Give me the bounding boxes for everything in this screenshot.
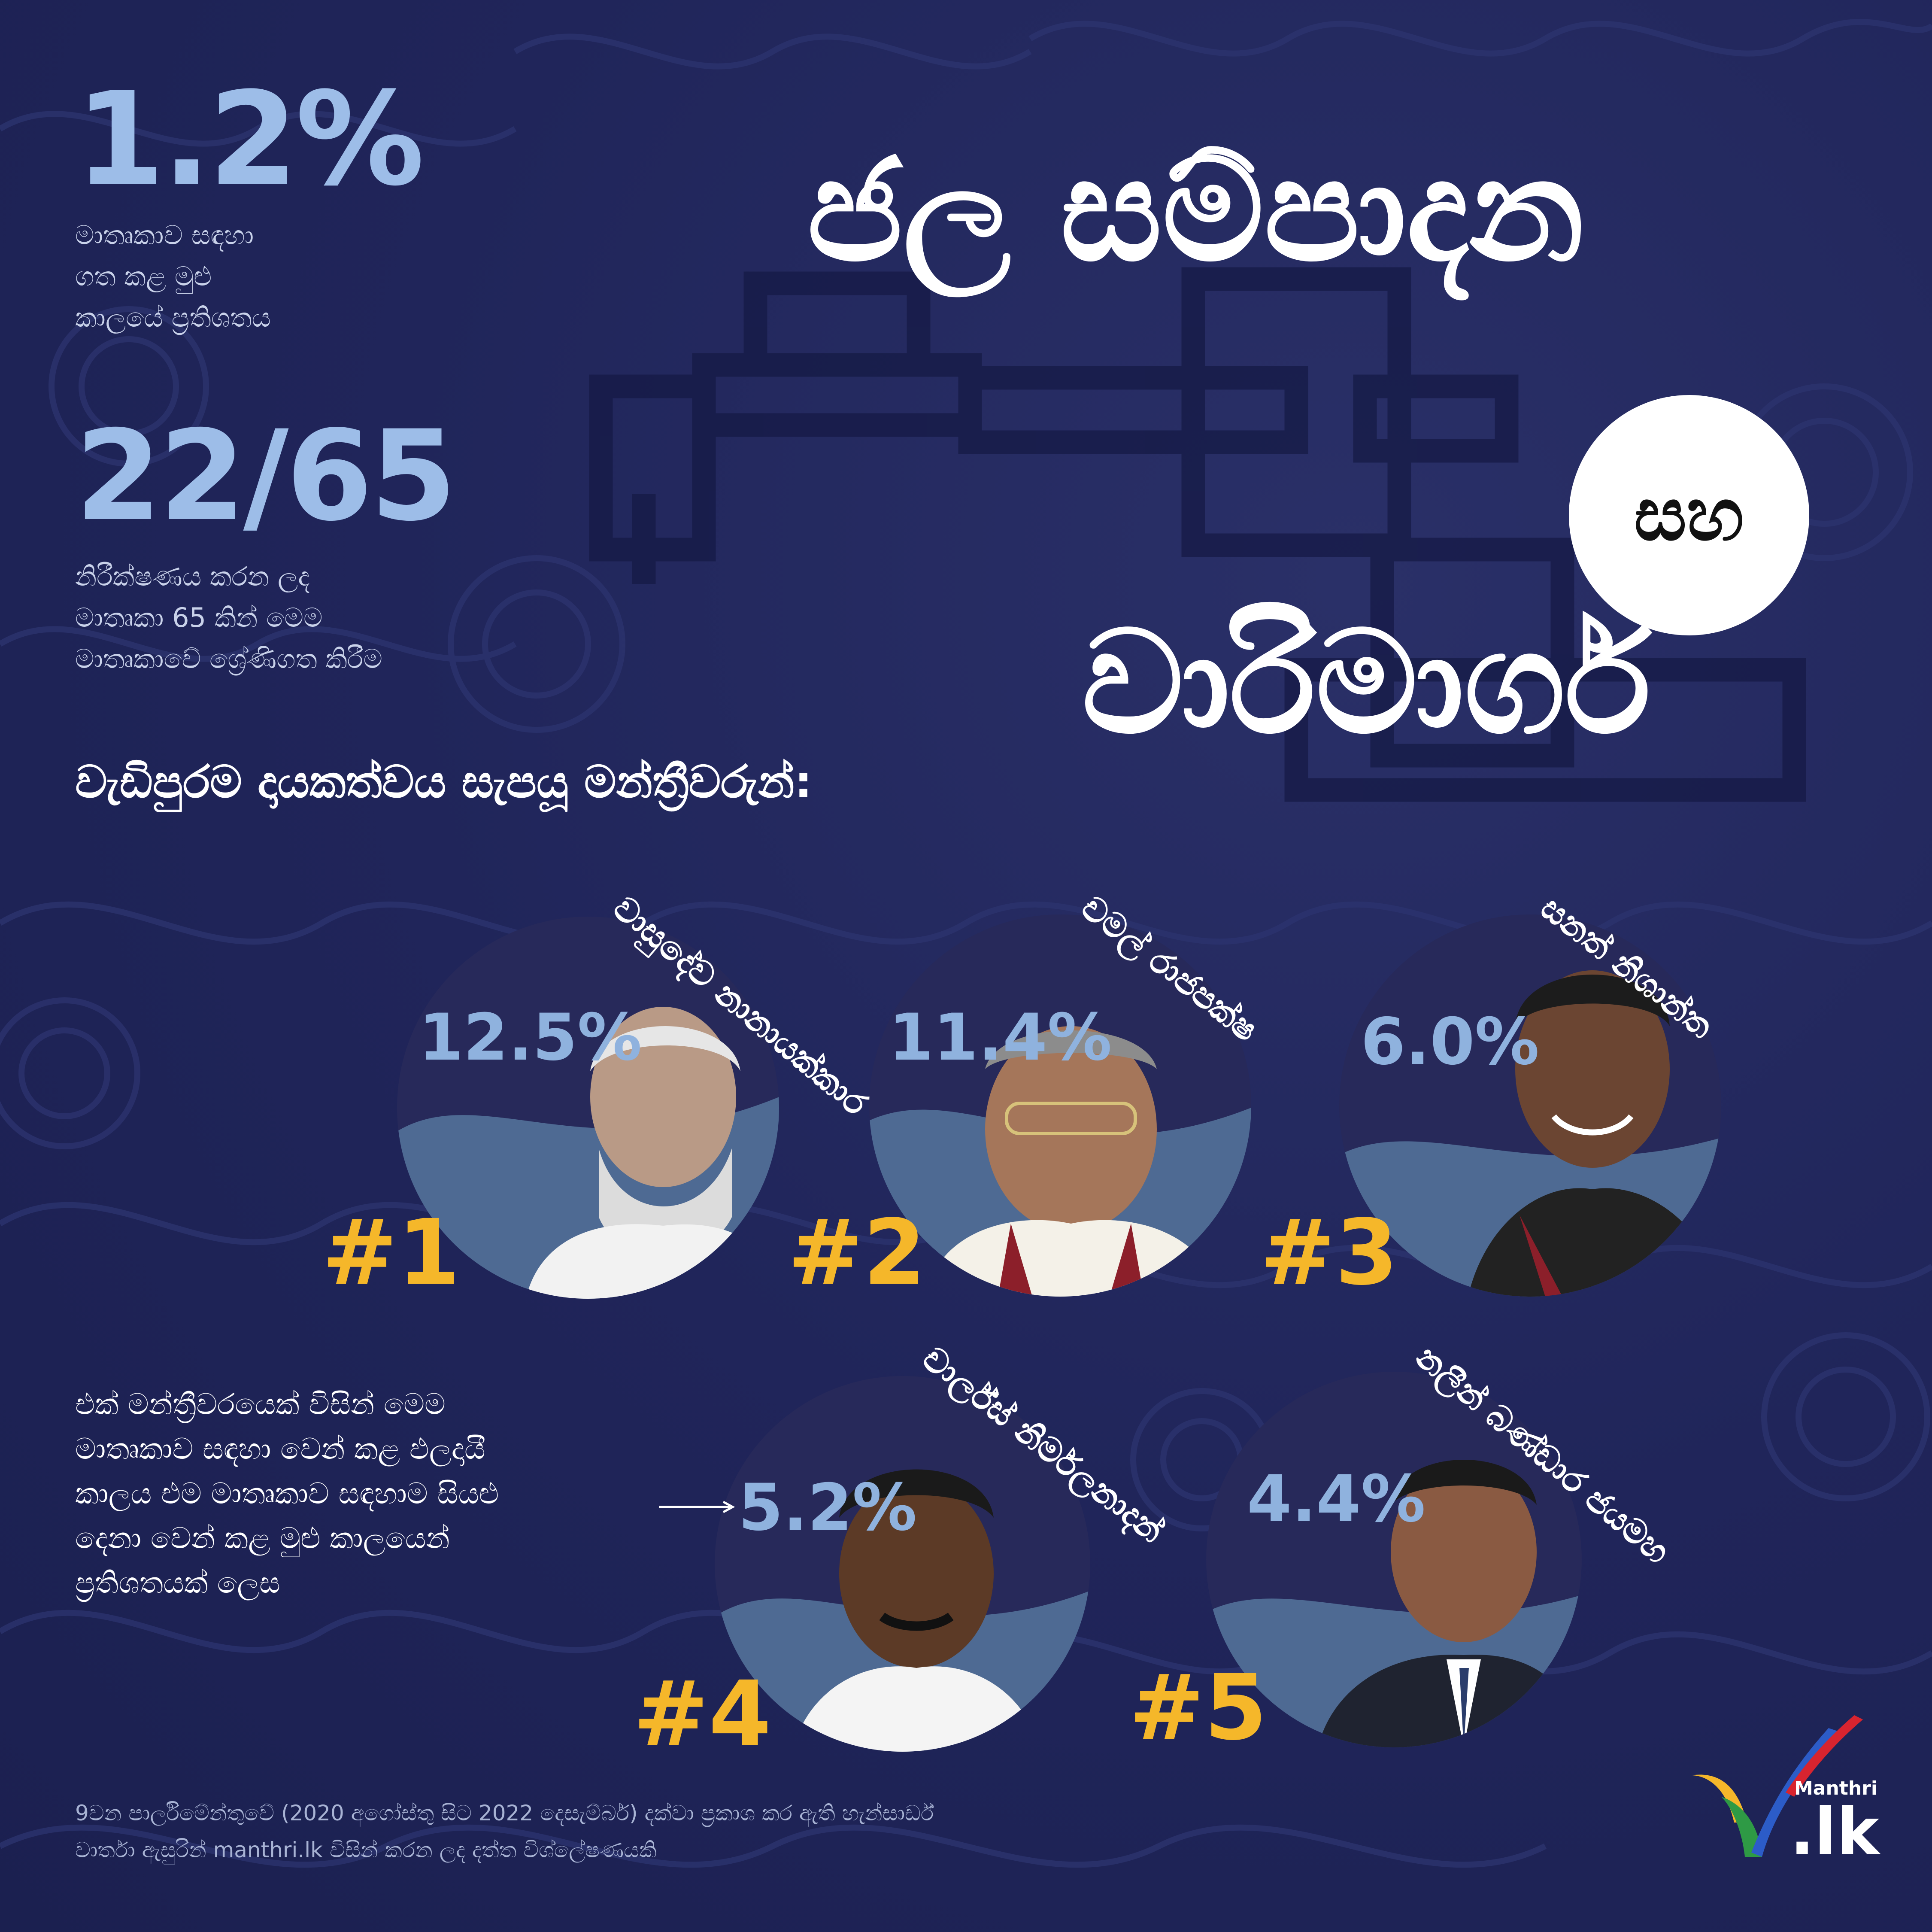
- stat-desc-line: කාලයේ ප්‍රතිශතය: [75, 302, 271, 333]
- stat-desc-line: නිරීක්ෂණය කරන ලද: [75, 561, 310, 592]
- member-rank: #5: [1129, 1655, 1268, 1760]
- member-rank: #4: [633, 1662, 772, 1767]
- percent-explanation-note: එක් මන්ත්‍රීවරයෙක් විසින් මෙම මාතෘකාව සඳ…: [75, 1382, 612, 1606]
- stat-desc-line: මාතෘකාව සඳහා: [75, 219, 254, 251]
- title-line-2: වාරිමාර්ග: [1082, 600, 1651, 765]
- note-line: මාතෘකාව සඳහා වෙන් කළ ඵලදායී: [75, 1432, 485, 1466]
- manthri-logo-icon: [1691, 1715, 1863, 1857]
- member-percent: 11.4%: [889, 1000, 1112, 1075]
- footer-line: වාර්තා ඇසුරින් manthri.lk විසින් කරන ලද …: [75, 1838, 657, 1862]
- member-percent: 4.4%: [1247, 1462, 1426, 1537]
- member-photo-circle: [1206, 1372, 1582, 1747]
- stat-desc-line: මාතෘකාවේ ශ්‍රේණිගත කිරීම: [75, 643, 382, 674]
- note-line: එක් මන්ත්‍රීවරයෙක් විසින් මෙම: [75, 1388, 446, 1422]
- member-photo-circle: [869, 914, 1251, 1297]
- member-rank: #3: [1260, 1200, 1398, 1305]
- stat-time-percent-value: 1.2%: [75, 64, 425, 214]
- member-photo: [715, 1469, 1090, 1752]
- stat-ranking-value: 22/65: [75, 404, 457, 549]
- top-members-heading: වැඩිපුරම දායකත්වය සැපයූ මන්ත්‍රීවරුන්:: [75, 756, 813, 808]
- member-photo-circle: [1339, 914, 1721, 1297]
- logo-text-big: .lk: [1790, 1795, 1880, 1869]
- member-photo: [1206, 1460, 1582, 1747]
- member-percent: 12.5%: [419, 1000, 642, 1075]
- note-line: ප්‍රතිශතයක් ලෙස: [75, 1566, 280, 1600]
- member-rank: #2: [788, 1200, 926, 1305]
- stat-desc-line: ගත කළ මුළු: [75, 261, 212, 292]
- member-photo: [869, 1026, 1251, 1297]
- stat-ranking-description: නිරීක්ෂණය කරන ලද මාතෘකා 65 කින් මෙම මාතෘ…: [75, 556, 382, 680]
- note-line: දෙනා වෙන් කළ මුළු කාලයෙන්: [75, 1522, 450, 1555]
- logo-text-small: Manthri: [1794, 1777, 1877, 1799]
- member-photo-circle: [715, 1376, 1090, 1752]
- stat-desc-line: මාතෘකා 65 කින් මෙම: [75, 602, 323, 633]
- title-line-1: ජල සම්පාදන: [807, 128, 1585, 293]
- title-connector-badge: සහ: [1569, 395, 1809, 635]
- source-footer: 9වන පාර්ලිමේන්තුවේ (2020 අගෝස්තු සිට 202…: [75, 1795, 1277, 1868]
- title-connector: සහ: [1634, 472, 1744, 557]
- member-percent: 5.2%: [738, 1470, 917, 1545]
- note-line: කාලය එම මාතෘකාව සඳහාම සියළු: [75, 1477, 499, 1511]
- member-rank: #1: [322, 1200, 461, 1305]
- arrow-right-icon: [659, 1501, 735, 1513]
- member-percent: 6.0%: [1361, 1005, 1540, 1079]
- footer-line: 9වන පාර්ලිමේන්තුවේ (2020 අගෝස්තු සිට 202…: [75, 1801, 934, 1826]
- stat-time-percent-description: මාතෘකාව සඳහා ගත කළ මුළු කාලයේ ප්‍රතිශතය: [75, 215, 271, 338]
